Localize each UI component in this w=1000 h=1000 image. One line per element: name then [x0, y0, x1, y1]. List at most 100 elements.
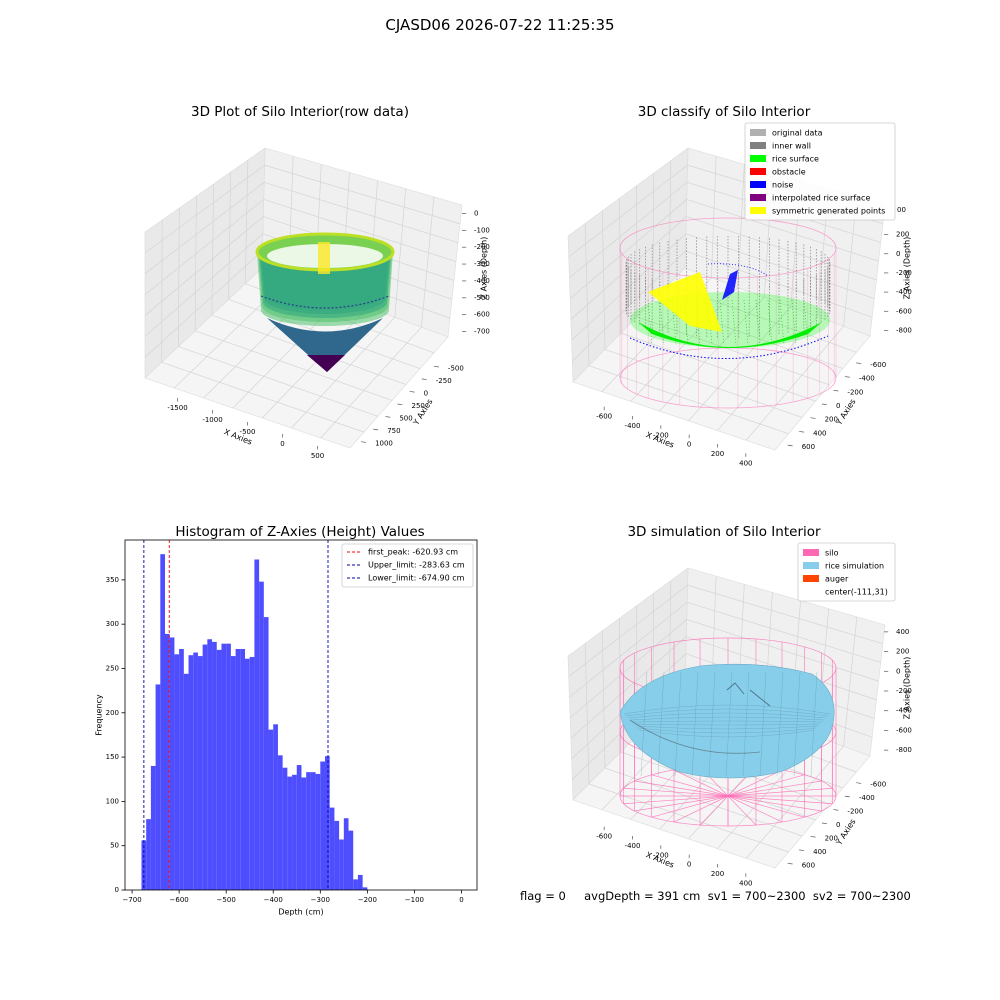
histogram-bar [160, 554, 165, 890]
p4-z-tick-label: 400 [896, 628, 909, 636]
p4-y-tick [833, 809, 839, 811]
p3-x-tick-label: −400 [264, 896, 283, 904]
p4-silo-floor-spoke [634, 795, 729, 812]
p4-silo-floor-spoke [727, 780, 822, 797]
p4-y-tick [810, 836, 816, 838]
histogram-bar [202, 644, 208, 890]
p4-silo-floor-spoke [623, 795, 729, 805]
p1-x-tick-label: -1000 [202, 416, 222, 424]
p3-legend-label: Upper_limit: -283.63 cm [368, 561, 465, 570]
p4-mesh-line [759, 671, 767, 777]
p2-z-axis-label: Z Axies (Depth) [903, 237, 912, 300]
p4-y-tick-label: 0 [836, 821, 840, 829]
p4-silo-floor-spoke [727, 795, 833, 805]
p3-y-tick-label: 50 [110, 842, 119, 850]
histogram-bar [235, 648, 241, 890]
histogram-bar [155, 684, 161, 890]
histogram-bar [362, 887, 368, 890]
histogram-bar [212, 641, 217, 890]
p4-mesh-line [633, 723, 821, 726]
histogram-bar [245, 658, 250, 890]
p1-grid-line [161, 361, 365, 433]
p1-grid-line [264, 181, 459, 244]
p4-mesh-line [793, 671, 801, 777]
p4-z-tick-label: -800 [896, 746, 912, 754]
panel1-title: 3D Plot of Silo Interior(row data) [191, 104, 409, 120]
status-line: flag = 0 avgDepth = 391 cm sv1 = 700~230… [520, 889, 911, 903]
p1-grid-line [421, 196, 435, 328]
p2-z-top-tick-label: 00 [897, 206, 906, 214]
p4-silo-floor-spoke [727, 787, 833, 797]
p2-legend-swatch [750, 155, 766, 162]
p4-y-tick-label: 200 [825, 834, 838, 842]
histogram-bar [334, 820, 340, 890]
p4-grid-line [745, 746, 844, 859]
p4-grid-line [568, 584, 688, 677]
p2-grid-line [601, 210, 606, 350]
p4-mesh-line [625, 708, 829, 717]
p2-grid-line [569, 182, 688, 278]
p4-legend-label: silo [825, 549, 839, 558]
p1-grid-line [144, 216, 264, 316]
p4-legend-label: auger [825, 575, 849, 584]
p4-z-tick-label: -400 [896, 707, 912, 715]
p4-grid-line [570, 636, 687, 739]
p4-y-tick-label: -400 [859, 794, 875, 802]
p1-y-tick [373, 428, 379, 431]
p4-mesh-line [691, 671, 699, 777]
p1-grid-line [211, 183, 214, 316]
p4-y-tick [787, 862, 793, 865]
p3-y-tick-label: 100 [106, 797, 119, 805]
p4-surface-shadow [629, 719, 761, 754]
p4-silo-floor-spoke [651, 795, 729, 818]
p2-z-tick-label: -400 [896, 288, 912, 296]
histogram-bar [146, 819, 151, 890]
p4-y-tick [844, 795, 850, 798]
p1-bright-patch [318, 242, 330, 274]
p1-grid-line [320, 326, 422, 439]
p1-y-tick-label: -500 [448, 364, 464, 372]
p2-noise-trail [707, 263, 769, 277]
p3-y-tick-label: 150 [106, 753, 119, 761]
p4-silo-floor-spoke [634, 780, 729, 797]
p2-y-tick [844, 376, 850, 378]
histogram-bar [179, 648, 184, 890]
p2-grid-line [588, 365, 789, 435]
p2-legend-swatch [750, 142, 766, 149]
p1-y-tick-label: 1000 [375, 440, 393, 448]
p1-y-tick-label: 0 [424, 389, 428, 397]
p4-mesh-line [725, 671, 733, 777]
histogram-bar [268, 729, 274, 890]
histogram-bar [292, 774, 297, 890]
histogram-bar [343, 818, 349, 890]
p1-wall-band [261, 252, 389, 310]
p2-legend-swatch [750, 207, 766, 214]
p4-mesh-line [776, 671, 784, 777]
p4-silo-floor-spoke [651, 774, 729, 797]
p4-mesh-line [810, 671, 818, 777]
p1-cone-tip [307, 355, 345, 372]
p4-z-tick-label: 200 [896, 648, 909, 656]
p4-y-tick-label: 600 [802, 861, 815, 869]
p3-x-tick-label: 0 [459, 896, 463, 904]
p1-y-tick [397, 403, 403, 406]
histogram-bar [240, 648, 245, 890]
p3-x-tick-label: −200 [358, 896, 377, 904]
p4-x-tick-label: -400 [625, 842, 641, 850]
p2-grid-line [571, 233, 687, 341]
p4-grid-line [569, 602, 688, 698]
histogram-bar [183, 673, 189, 890]
histogram-bar [310, 772, 316, 890]
p2-grid-line [636, 316, 830, 386]
p2-y-tick [856, 362, 862, 364]
p2-legend-label: interpolated rice surface [772, 194, 870, 203]
figure-suptitle: CJASD06 2026-07-22 11:25:35 [385, 16, 615, 34]
p1-y-tick-label: 750 [387, 427, 400, 435]
p3-y-tick-label: 250 [106, 664, 119, 672]
p4-grid-line [687, 584, 883, 645]
p4-y-tick-label: 400 [813, 848, 826, 856]
p4-silo-floor-spoke [727, 769, 783, 797]
p2-y-tick [833, 389, 839, 392]
